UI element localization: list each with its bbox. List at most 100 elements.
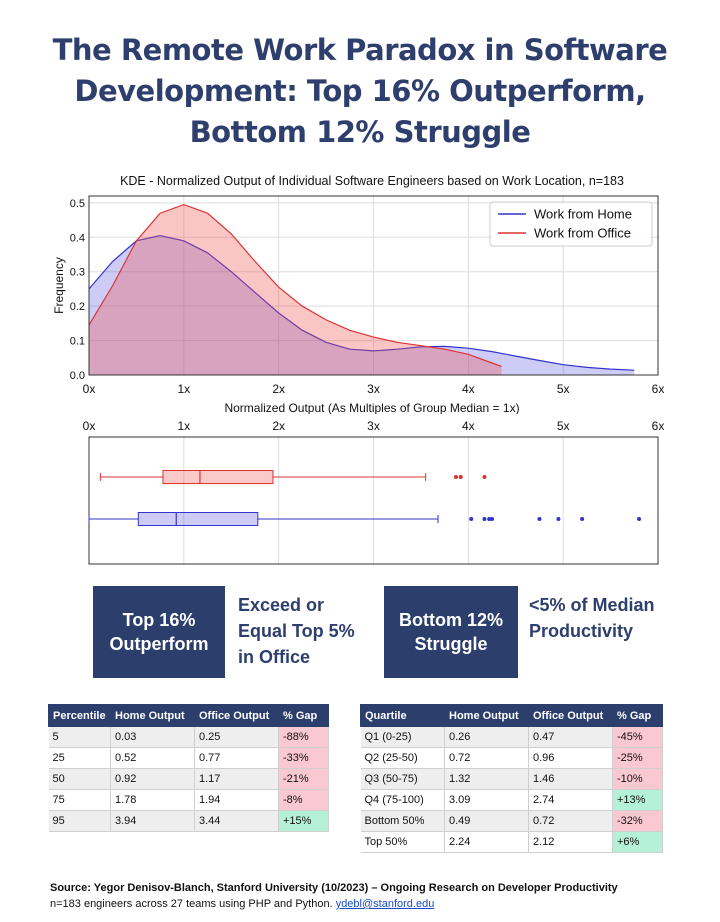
kde-line-home [88,234,635,371]
column-header: Home Output [444,704,529,727]
table-header-row: Percentile Home Output Office Output% Gap [48,704,329,727]
source-note: Source: Yegor Denisov-Blanch, Stanford U… [50,880,618,912]
x-tick-label: 5x [557,382,570,396]
table-cell: 50 [48,768,111,790]
x-tick-label: 6x [652,382,665,396]
column-header: % Gap [612,704,663,727]
outlier-point [469,517,474,521]
table-row: 50 0.92 1.17 -21% [48,768,329,790]
table-cell: 3.44 [194,810,279,832]
outlier-point [556,517,561,521]
column-header: Office Output [194,704,279,727]
outlier-point [490,517,495,521]
legend-label: Work from Home [534,207,632,222]
table-cell: 1.78 [110,789,195,811]
x-tick-label: 4x [462,382,475,396]
title-line-2: Development: Top 16% Outperform, [74,74,646,108]
gap-cell: -21% [278,768,329,790]
table-cell: 0.03 [110,726,195,748]
table-row: 25 0.52 0.77 -33% [48,747,329,769]
x-tick-label: 3x [367,382,380,396]
column-header: Percentile [48,704,111,727]
table-cell: 1.46 [528,768,613,790]
kde-chart: KDE - Normalized Output of Individual So… [52,174,665,414]
table-header-row: Quartile Home Output Office Output% Gap [360,704,663,727]
gap-cell: -45% [612,726,663,748]
source-line-2: n=183 engineers across 27 teams using PH… [50,896,618,912]
table-cell: 25 [48,747,111,769]
table-cell: Bottom 50% [360,810,445,832]
y-axis-label: Frequency [52,257,66,314]
table-cell: Q4 (75-100) [360,789,445,811]
x-tick-label: 1x [177,382,190,396]
iqr-box [137,512,259,526]
table-cell: 1.32 [444,768,529,790]
kde-area-home [89,235,635,375]
table-cell: 0.25 [194,726,279,748]
x-tick-label: 0x [83,419,96,433]
percentile-table: Percentile Home Output Office Output% Gap 5… [48,704,329,832]
legend-label: Work from Office [534,226,631,241]
column-header: Quartile [360,704,445,727]
source-line-1: Source: Yegor Denisov-Blanch, Stanford U… [50,882,618,894]
table-row: 95 3.94 3.44 +15% [48,810,329,832]
table-cell: 0.72 [528,810,613,832]
table-cell: Q3 (50-75) [360,768,445,790]
callout-badge: Bottom 12% Struggle [384,586,518,678]
table-row: Top 50% 2.24 2.12 +6% [360,831,663,853]
x-axis-label: Normalized Output (As Multiples of Group… [224,401,519,414]
iqr-box [162,470,274,484]
gap-cell: -88% [278,726,329,748]
callout-badge: Top 16% Outperform [93,586,225,678]
table-cell: 0.92 [110,768,195,790]
table-cell: 2.74 [528,789,613,811]
x-tick-label: 4x [462,419,475,433]
legend: Work from Home Work from Office [489,201,653,247]
column-header: Office Output [528,704,613,727]
table-row: Q3 (50-75) 1.32 1.46 -10% [360,768,663,790]
gap-cell: -25% [612,747,663,769]
table-cell: 95 [48,810,111,832]
box-office [99,470,487,484]
table-cell: 3.94 [110,810,195,832]
table-cell: 0.52 [110,747,195,769]
table-cell: 0.26 [444,726,529,748]
outlier-point [637,517,642,521]
table-row: 5 0.03 0.25 -88% [48,726,329,748]
y-tick-label: 0.4 [70,232,85,244]
x-tick-label: 6x [652,419,665,433]
gap-cell: -32% [612,810,663,832]
table-cell: 2.24 [444,831,529,853]
table-cell: 75 [48,789,111,811]
x-tick-label: 2x [272,419,285,433]
table-cell: 0.72 [444,747,529,769]
callout-bottom-12: Bottom 12% Struggle <5% of Median Produc… [384,586,674,678]
table-cell: Top 50% [360,831,445,853]
x-tick-label: 2x [272,382,285,396]
title-line-1: The Remote Work Paradox in Software [52,33,668,67]
plot-frame [88,195,659,376]
gap-cell: -33% [278,747,329,769]
outlier-point [482,517,487,521]
table-cell: 0.49 [444,810,529,832]
table-cell: Q1 (0-25) [360,726,445,748]
x-tick-label: 0x [83,382,96,396]
y-tick-label: 0.0 [70,370,85,382]
table-row: Q2 (25-50) 0.72 0.96 -25% [360,747,663,769]
table-cell: 3.09 [444,789,529,811]
table-row: Q4 (75-100) 3.09 2.74 +13% [360,789,663,811]
y-tick-label: 0.5 [70,198,85,210]
email-link[interactable]: ydebl@stanford.edu [335,898,435,910]
gap-cell: -8% [278,789,329,811]
y-tick-label: 0.1 [70,336,85,348]
gap-cell: -10% [612,768,663,790]
table-cell: Q2 (25-50) [360,747,445,769]
kde-line-office [88,203,502,367]
callout-description: <5% of Median Productivity [529,595,655,641]
y-tick-label: 0.3 [70,267,85,279]
column-header: Home Output [110,704,195,727]
outlier-point [537,517,542,521]
outlier-point [458,475,463,479]
table-cell: 0.96 [528,747,613,769]
page-title: The Remote Work Paradox in Software Deve… [20,30,700,153]
